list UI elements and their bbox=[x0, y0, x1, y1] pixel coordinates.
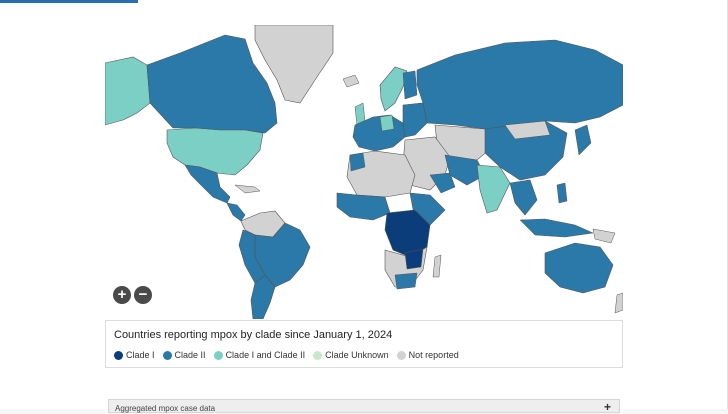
zoom-out-button[interactable]: − bbox=[134, 286, 152, 304]
top-accent-bar bbox=[0, 0, 138, 3]
clade-unknown-swatch-icon bbox=[313, 350, 323, 360]
caribbean[interactable] bbox=[234, 184, 261, 194]
scandinavia[interactable] bbox=[379, 66, 408, 112]
iran-pakistan[interactable] bbox=[444, 154, 486, 186]
legend-item-both-clades: Clade I and Clade II bbox=[213, 350, 306, 360]
both-clades-swatch-icon bbox=[213, 350, 223, 360]
south-africa[interactable] bbox=[394, 272, 418, 290]
legend-label: Clade I and Clade II bbox=[225, 350, 306, 360]
zoom-in-button[interactable]: + bbox=[113, 286, 131, 304]
legend-label: Clade II bbox=[174, 350, 206, 360]
clade-1-swatch-icon bbox=[114, 350, 123, 360]
world-map[interactable] bbox=[105, 25, 623, 319]
papua[interactable] bbox=[592, 228, 616, 244]
australia[interactable] bbox=[544, 242, 614, 294]
legend-item-clade-1: Clade I bbox=[114, 350, 155, 360]
legend-item-not-reported: Not reported bbox=[396, 350, 459, 360]
madagascar[interactable] bbox=[432, 254, 442, 278]
gulf[interactable] bbox=[429, 172, 456, 194]
southeast-asia[interactable] bbox=[509, 179, 538, 216]
germany[interactable] bbox=[379, 114, 395, 132]
russia[interactable] bbox=[416, 39, 623, 130]
west-africa[interactable] bbox=[336, 192, 391, 221]
mongolia[interactable] bbox=[504, 120, 551, 140]
india[interactable] bbox=[476, 164, 511, 214]
usa[interactable] bbox=[166, 127, 264, 176]
indonesia[interactable] bbox=[519, 218, 594, 238]
philippines[interactable] bbox=[556, 182, 568, 204]
zambia[interactable] bbox=[404, 248, 424, 270]
finland[interactable] bbox=[402, 70, 418, 100]
greenland[interactable] bbox=[254, 25, 334, 104]
new-zealand[interactable] bbox=[614, 292, 623, 314]
legend: Countries reporting mpox by clade since … bbox=[105, 320, 623, 368]
southern-cone[interactable] bbox=[250, 274, 276, 319]
legend-label: Not reported bbox=[408, 350, 459, 360]
japan[interactable] bbox=[574, 124, 592, 156]
alaska[interactable] bbox=[105, 56, 151, 126]
iceland[interactable] bbox=[342, 74, 360, 88]
canada[interactable] bbox=[146, 34, 278, 134]
aggregated-data-accordion[interactable]: Aggregated mpox case data + bbox=[108, 399, 620, 414]
central-america[interactable] bbox=[226, 202, 246, 222]
legend-item-clade-2: Clade II bbox=[162, 350, 206, 360]
legend-label: Clade I bbox=[126, 350, 155, 360]
clade-2-swatch-icon bbox=[162, 350, 172, 360]
legend-label: Clade Unknown bbox=[325, 350, 389, 360]
morocco[interactable] bbox=[349, 152, 366, 172]
legend-title: Countries reporting mpox by clade since … bbox=[114, 329, 393, 341]
mexico[interactable] bbox=[184, 164, 231, 204]
expand-plus-icon[interactable]: + bbox=[603, 400, 611, 414]
legend-items: Clade I Clade II Clade I and Clade II Cl… bbox=[114, 350, 459, 360]
europe-east[interactable] bbox=[402, 102, 428, 138]
not-reported-swatch-icon bbox=[396, 350, 406, 360]
legend-item-clade-unknown: Clade Unknown bbox=[313, 350, 389, 360]
